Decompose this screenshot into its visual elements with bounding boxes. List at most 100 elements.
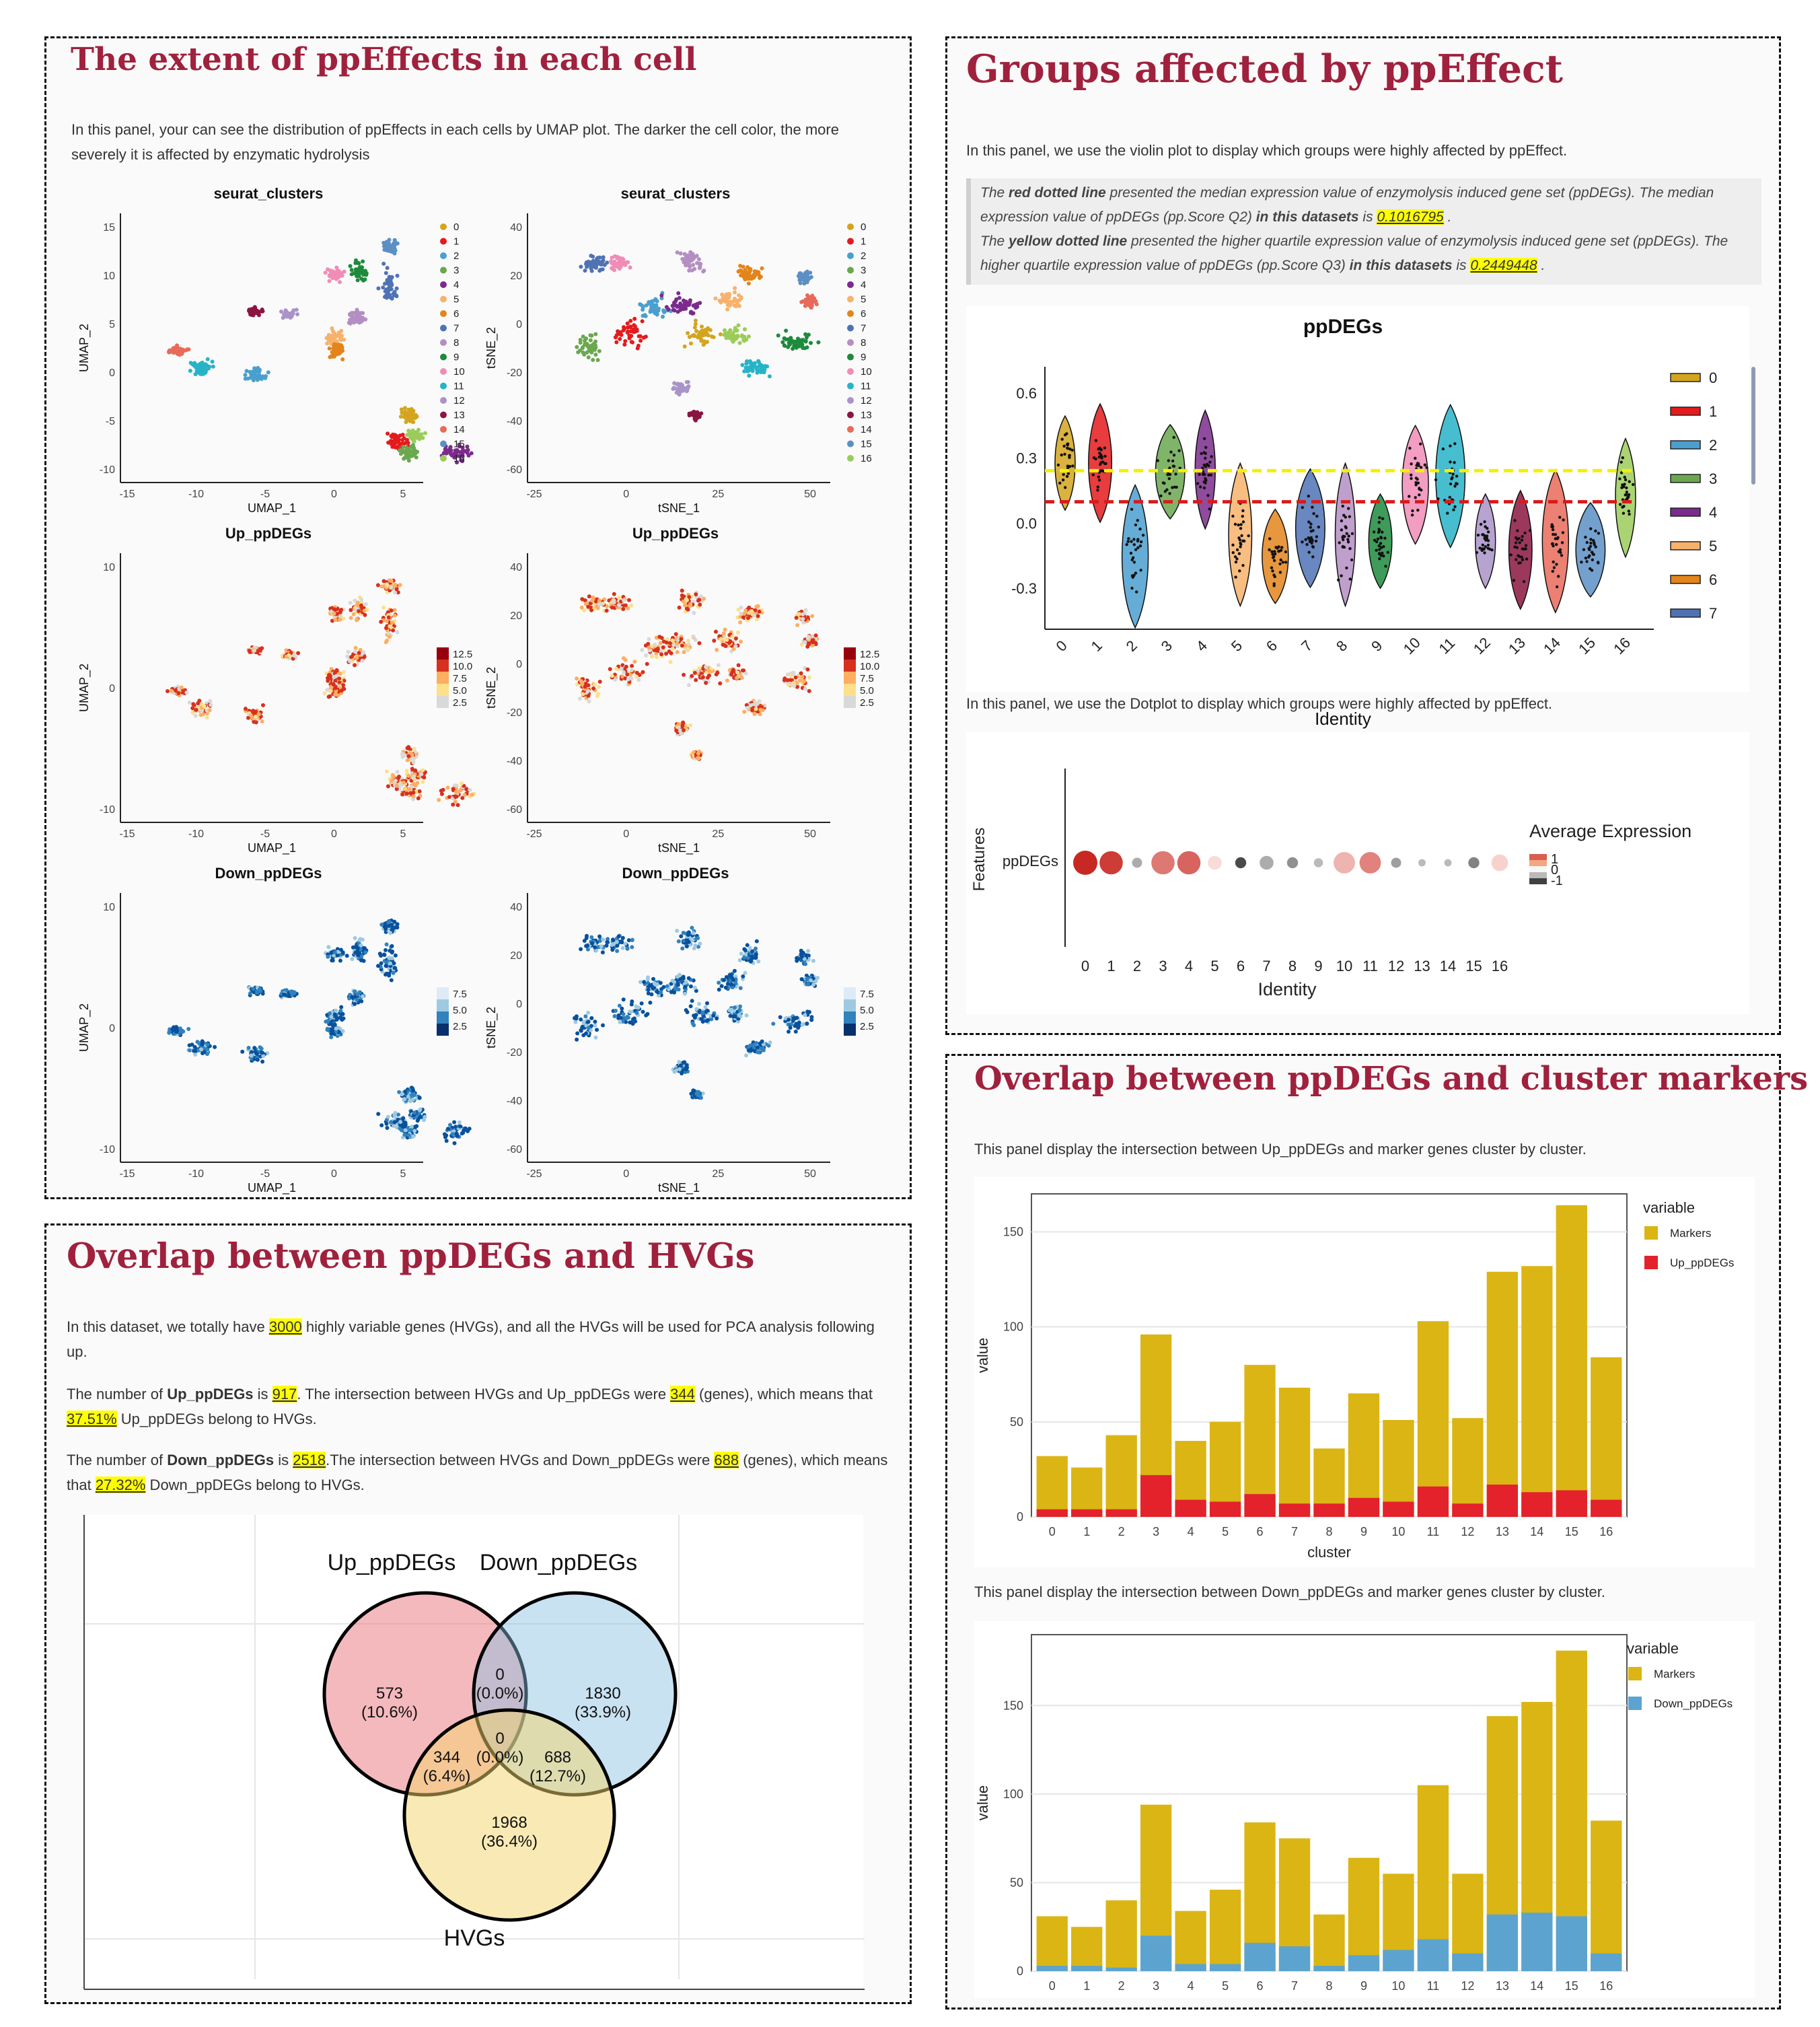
- bar-up_ppdegs-6: [1244, 1494, 1276, 1517]
- bar-markers-7: [1278, 1388, 1311, 1517]
- bar-markers-13: [1486, 1271, 1519, 1517]
- x-tick: 9: [1368, 637, 1385, 655]
- bar-down_ppdegs-9: [1348, 1955, 1380, 1971]
- x-tick: 2: [1118, 1979, 1125, 1993]
- x-tick: -10: [188, 1168, 204, 1180]
- legend-label: 11: [453, 381, 464, 392]
- legend-swatch: [847, 382, 854, 390]
- x-tick: -10: [188, 489, 204, 500]
- x-tick: 4: [1188, 1525, 1194, 1538]
- x-tick: 50: [804, 1168, 816, 1180]
- legend-label: 10: [453, 366, 465, 378]
- colorbar-segment: [437, 672, 449, 684]
- x-axis-label: cluster: [1307, 1544, 1351, 1561]
- x-tick: 2: [1133, 958, 1141, 974]
- x-axis-label: tSNE_1: [658, 1181, 700, 1195]
- x-tick: -25: [526, 1168, 542, 1180]
- legend-label: 13: [861, 410, 872, 421]
- x-tick: 4: [1188, 1979, 1194, 1993]
- cell-points: [575, 250, 821, 423]
- region-up-down-pct: (0.0%): [476, 1684, 524, 1703]
- x-tick: 1: [1083, 1525, 1090, 1538]
- legend-swatch: [440, 281, 447, 288]
- colorbar-segment: [844, 672, 856, 684]
- legend-label: 14: [453, 424, 465, 435]
- legend-label: 5: [1709, 538, 1717, 555]
- embedding-plot-5: Down_ppDEGs 40 20 0 -20 -40 -60 -25 0 25 50 tSNE_1 t…: [484, 865, 874, 1195]
- bar-markers-5: [1209, 1421, 1241, 1517]
- legend-swatch: [847, 266, 854, 274]
- violin-points-6: [1268, 537, 1288, 588]
- x-tick: 10: [1400, 634, 1424, 657]
- colorbar-segment: [437, 987, 449, 999]
- legend-swatch: [440, 339, 447, 346]
- y-tick: -0.3: [1011, 580, 1037, 597]
- x-tick: 5: [1228, 637, 1245, 655]
- x-tick: 6: [1257, 1979, 1264, 1993]
- panel-description: In this panel, we use the violin plot to…: [966, 142, 1568, 159]
- x-tick: -5: [260, 489, 270, 500]
- violin-points-16: [1618, 456, 1635, 516]
- bar-up_ppdegs-4: [1175, 1499, 1206, 1517]
- colorbar-label: 10.0: [860, 661, 879, 672]
- dot-15: [1468, 857, 1480, 869]
- dot-3: [1151, 851, 1175, 875]
- plot-title: Down_ppDEGs: [215, 865, 322, 882]
- y-tick: -20: [507, 707, 522, 719]
- x-tick: 25: [712, 489, 724, 500]
- bar-up_ppdegs-16: [1591, 1499, 1622, 1517]
- legend-gradient-segment: [1529, 866, 1547, 872]
- legend-swatch: [440, 238, 447, 245]
- y-axis-label: value: [974, 1338, 991, 1374]
- x-tick: -15: [119, 489, 135, 500]
- legend-label: 1: [1709, 403, 1717, 420]
- y-axis-label: UMAP_2: [77, 1003, 92, 1052]
- colorbar-label: 2.5: [453, 697, 467, 709]
- legend-label: 15: [861, 439, 872, 450]
- violin-14: [1541, 468, 1569, 614]
- up-markers-description: This panel display the intersection betw…: [974, 1141, 1587, 1158]
- x-tick: 9: [1360, 1979, 1367, 1993]
- legend-swatch: [847, 281, 854, 288]
- violin-points-14: [1550, 499, 1565, 589]
- colorbar-label: 5.0: [860, 685, 874, 697]
- legend-tick: 0: [1551, 863, 1558, 878]
- x-tick: -25: [526, 489, 542, 500]
- x-tick: -10: [188, 828, 204, 840]
- colorbar-segment: [844, 987, 856, 999]
- x-tick: 9: [1314, 958, 1322, 974]
- y-tick: -60: [507, 464, 522, 476]
- legend-label: 1: [453, 236, 459, 248]
- x-tick: 11: [1362, 958, 1378, 974]
- x-tick: 9: [1360, 1525, 1367, 1538]
- violin-16: [1615, 437, 1636, 559]
- x-tick: 0: [623, 828, 629, 840]
- violin-11: [1435, 403, 1466, 549]
- bar-markers-16: [1591, 1820, 1622, 1971]
- violin-13: [1508, 489, 1533, 610]
- y-tick: 20: [510, 271, 522, 282]
- region-up-only-pct: (10.6%): [361, 1703, 418, 1721]
- y-axis-label: tSNE_2: [484, 327, 499, 369]
- x-tick: 10: [1336, 958, 1352, 974]
- legend-label: 12: [453, 395, 465, 406]
- x-tick: 2: [1123, 637, 1140, 655]
- x-tick: 11: [1427, 1525, 1440, 1538]
- colorbar-segment: [437, 1024, 449, 1036]
- dot-7: [1260, 855, 1274, 870]
- y-tick: -60: [507, 804, 522, 816]
- legend-title: variable: [1627, 1640, 1679, 1657]
- panel-hvg-overlap: Overlap between ppDEGs and HVGs In this …: [44, 1223, 912, 2004]
- bar-markers-15: [1556, 1205, 1587, 1517]
- y-tick: 0: [516, 999, 522, 1010]
- colorbar-label: 5.0: [453, 685, 467, 697]
- bar-down_ppdegs-8: [1313, 1966, 1345, 1971]
- legend-label: Markers: [1670, 1227, 1711, 1240]
- x-tick: 3: [1158, 637, 1175, 655]
- legend-swatch: [847, 295, 854, 303]
- colorbar-segment: [437, 660, 449, 672]
- violin-points-7: [1301, 495, 1320, 559]
- legend-label: 0: [1709, 369, 1717, 386]
